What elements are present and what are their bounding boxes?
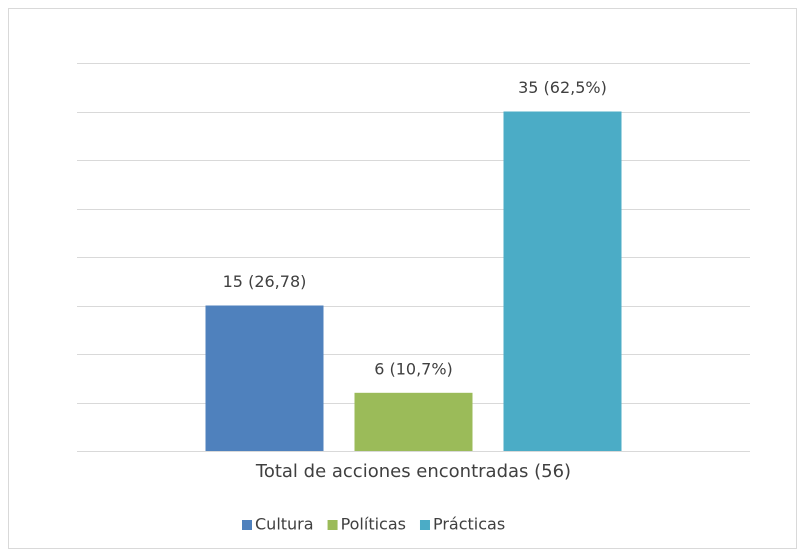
data-label: 15 (26,78) bbox=[223, 272, 307, 291]
x-tick-label: Total de acciones encontradas (56) bbox=[255, 461, 571, 482]
data-label: 35 (62,5%) bbox=[518, 78, 607, 97]
legend-label: Políticas bbox=[341, 515, 406, 534]
bar bbox=[354, 392, 473, 451]
legend-label: Cultura bbox=[255, 515, 314, 534]
legend-label: Prácticas bbox=[433, 515, 505, 534]
bar bbox=[503, 111, 622, 451]
legend-swatch bbox=[419, 520, 430, 530]
legend-swatch bbox=[327, 520, 338, 530]
chart-frame bbox=[8, 8, 797, 549]
data-label: 6 (10,7%) bbox=[374, 359, 453, 378]
legend-swatch bbox=[242, 520, 252, 530]
bar bbox=[205, 305, 324, 451]
